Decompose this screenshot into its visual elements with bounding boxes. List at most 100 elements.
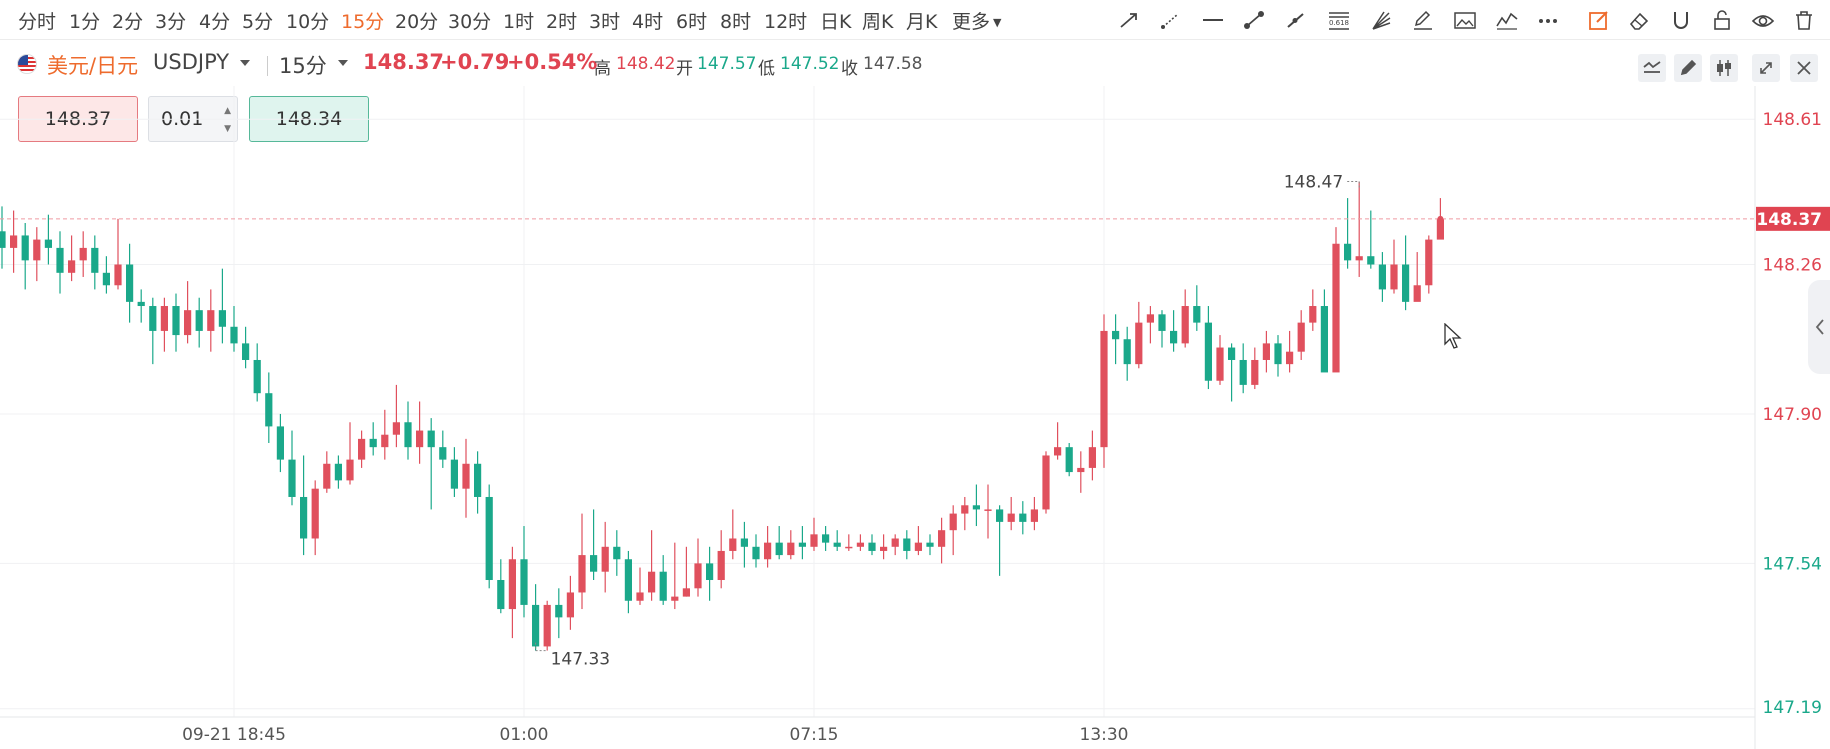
candle	[1274, 335, 1282, 377]
period-18[interactable]: 周K	[862, 11, 894, 33]
candle	[555, 588, 563, 639]
low-marker	[535, 642, 548, 652]
price-tick-label: 147.90	[1763, 405, 1822, 425]
image-icon[interactable]	[1452, 8, 1478, 32]
period-0[interactable]: 分时	[18, 11, 57, 33]
candle	[938, 517, 946, 564]
period-14[interactable]: 6时	[676, 11, 708, 33]
horizontal-line-icon[interactable]	[1200, 8, 1226, 32]
symbol-code[interactable]: USDJPY	[153, 50, 230, 74]
period-6[interactable]: 10分	[286, 11, 330, 33]
candle-style-icon[interactable]	[1710, 54, 1738, 82]
candle	[218, 268, 226, 344]
period-display[interactable]: 15分	[279, 54, 327, 78]
candle	[1030, 496, 1038, 531]
candle	[1239, 343, 1247, 394]
candle	[172, 293, 180, 352]
divider	[267, 56, 268, 76]
candle	[56, 231, 64, 294]
expand-icon[interactable]	[1752, 54, 1780, 82]
period-5[interactable]: 5分	[242, 11, 274, 33]
candle	[485, 484, 493, 589]
eraser-icon[interactable]	[1627, 8, 1653, 32]
candle	[346, 422, 354, 485]
candle	[149, 297, 157, 365]
period-10[interactable]: 1时	[503, 11, 535, 33]
candle	[265, 372, 273, 444]
period-15[interactable]: 8时	[720, 11, 752, 33]
period-17[interactable]: 日K	[820, 11, 852, 33]
candle	[1088, 430, 1096, 481]
candle	[752, 534, 760, 568]
pair-name[interactable]: 美元/日元	[47, 54, 139, 78]
ray-line-icon[interactable]	[1158, 8, 1184, 32]
candle	[706, 546, 714, 601]
chevron-down-icon[interactable]: ▼	[224, 124, 231, 134]
candle	[1146, 306, 1154, 344]
period-4[interactable]: 4分	[199, 11, 231, 33]
high-annotation: 148.47	[1284, 172, 1343, 192]
candle	[1344, 198, 1352, 269]
chevron-down-icon: ▼	[993, 16, 1002, 29]
candle	[91, 235, 99, 290]
segment-icon[interactable]	[1241, 8, 1267, 32]
period-7[interactable]: 15分	[341, 11, 385, 33]
candle	[1100, 314, 1108, 468]
candle	[381, 409, 389, 460]
candle	[822, 526, 830, 551]
candle	[1286, 330, 1294, 373]
edit-note-icon[interactable]	[1586, 8, 1612, 32]
mouse-cursor-icon	[1444, 323, 1462, 349]
arrow-line-icon[interactable]	[1116, 8, 1142, 32]
low-label: 低	[758, 59, 775, 79]
candle	[682, 546, 690, 597]
period-13[interactable]: 4时	[632, 11, 664, 33]
wave-icon[interactable]	[1494, 8, 1520, 32]
draw-pen-icon[interactable]	[1674, 54, 1702, 82]
period-chevron-down-icon[interactable]	[338, 60, 348, 66]
symbol-chevron-down-icon[interactable]	[240, 60, 250, 66]
candlestick-chart[interactable]: 148.47 147.33 148.61 148.26 147.90 147.54 147…	[0, 86, 1830, 749]
candle	[10, 210, 18, 273]
trash-icon[interactable]	[1791, 8, 1817, 32]
period-1[interactable]: 1分	[69, 11, 101, 33]
period-9[interactable]: 30分	[448, 11, 492, 33]
fibonacci-icon[interactable]: 0.618	[1326, 8, 1352, 32]
trend-line-icon[interactable]	[1283, 8, 1309, 32]
period-3[interactable]: 3分	[155, 11, 187, 33]
price-change-pct: +0.54%	[507, 50, 598, 74]
candle	[590, 509, 598, 581]
lock-icon[interactable]	[1709, 8, 1735, 32]
price-change: +0.79	[440, 50, 510, 74]
period-11[interactable]: 2时	[546, 11, 578, 33]
high-value: 148.42	[616, 54, 676, 74]
candle	[926, 534, 934, 556]
period-19[interactable]: 月K	[906, 11, 938, 33]
period-8[interactable]: 20分	[395, 11, 439, 33]
candle	[810, 517, 818, 551]
more-periods-button[interactable]: 更多 ▼	[952, 7, 1001, 34]
candle	[358, 430, 366, 468]
candle	[230, 306, 238, 352]
indicator-icon[interactable]	[1638, 54, 1666, 82]
candle	[1402, 235, 1410, 311]
period-16[interactable]: 12时	[764, 11, 808, 33]
period-2[interactable]: 2分	[112, 11, 144, 33]
fan-icon[interactable]	[1368, 8, 1394, 32]
period-12[interactable]: 3时	[589, 11, 621, 33]
eye-icon[interactable]	[1750, 8, 1776, 32]
close-icon[interactable]	[1790, 54, 1818, 82]
pen-icon[interactable]	[1410, 8, 1436, 32]
candle	[740, 521, 748, 568]
candle	[334, 455, 342, 489]
chevron-up-icon[interactable]: ▲	[224, 106, 231, 116]
candle	[1216, 335, 1224, 385]
magnet-icon[interactable]	[1668, 8, 1694, 32]
candle	[1054, 422, 1062, 460]
time-axis: 09-21 18:45 01:00 07:15 13:30	[182, 725, 1128, 745]
candle	[102, 256, 110, 294]
side-panel-toggle[interactable]	[1808, 280, 1830, 374]
more-dots-icon[interactable]	[1535, 8, 1561, 32]
candle	[543, 600, 551, 651]
candle	[532, 584, 540, 651]
